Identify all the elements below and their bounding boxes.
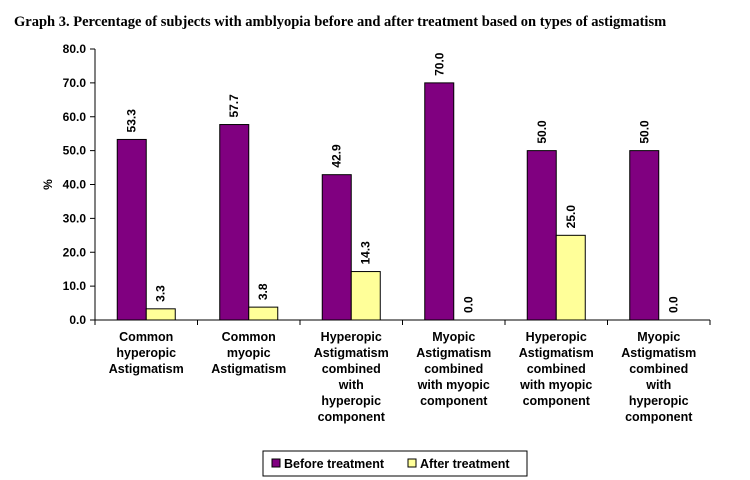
bar — [145, 308, 176, 321]
legend: Before treatment After treatment — [262, 450, 528, 477]
y-tick-label: 30.0 — [63, 211, 87, 225]
y-tick-label: 60.0 — [63, 110, 87, 124]
axes: 0.0 10.0 20.0 30.0 40.0 50.0 60.0 70.0 80.0% — [41, 42, 711, 327]
y-tick-label: 0.0 — [69, 313, 86, 327]
y-tick-label: 20.0 — [63, 245, 87, 259]
data-label: 14.3 — [359, 241, 373, 265]
y-tick-label: 70.0 — [63, 76, 87, 90]
category-labels: Common hyperopic Astigmatism Common myopic As… — [109, 330, 697, 424]
category-label: Common hyperopic Astigmatism — [109, 330, 184, 376]
category-label: Hyperopic Astigmatism combined with hyperopi… — [314, 330, 389, 424]
category-label: Myopic Astigmatism combined with hyperopic co… — [621, 330, 696, 424]
y-tick-label: 10.0 — [63, 279, 87, 293]
category-label: Common myopic Astigmatism — [211, 330, 286, 376]
category-label: Myopic Astigmatism combined with myopic comp… — [416, 330, 491, 408]
bar — [321, 174, 352, 321]
data-label: 0.0 — [666, 296, 680, 313]
data-label: 42.9 — [330, 144, 344, 168]
y-tick-label: 50.0 — [63, 144, 87, 158]
bar — [424, 82, 455, 321]
category-label: Hyperopic Astigmatism combined with myopic c… — [519, 330, 594, 408]
y-tick-label: 80.0 — [63, 42, 87, 56]
bar — [248, 306, 279, 321]
data-label: 50.0 — [637, 120, 651, 144]
legend-swatch — [271, 458, 281, 468]
bar — [555, 234, 586, 321]
bar — [526, 150, 557, 321]
bar — [629, 150, 660, 321]
data-label: 3.3 — [154, 285, 168, 302]
bar — [219, 124, 250, 321]
legend-swatch — [407, 458, 417, 468]
data-label: 3.8 — [256, 283, 270, 300]
data-label: 25.0 — [564, 205, 578, 229]
data-label: 0.0 — [461, 296, 475, 313]
data-label: 70.0 — [432, 52, 446, 76]
data-labels: 53.3 3.3 57.7 3.8 42.9 14.3 70.0 0.0 50.0 25.0 50.… — [125, 52, 681, 313]
data-label: 53.3 — [125, 109, 139, 133]
legend-box — [262, 450, 528, 477]
legend-label: After treatment — [420, 457, 510, 471]
chart-title: Graph 3. Percentage of subjects with amb… — [14, 14, 667, 30]
bars — [116, 82, 660, 321]
y-axis-label: % — [41, 179, 55, 190]
data-label: 50.0 — [535, 120, 549, 144]
bar — [350, 271, 381, 321]
data-label: 57.7 — [227, 94, 241, 118]
y-tick-label: 40.0 — [63, 178, 87, 192]
legend-label: Before treatment — [284, 457, 385, 471]
bar — [116, 138, 147, 321]
